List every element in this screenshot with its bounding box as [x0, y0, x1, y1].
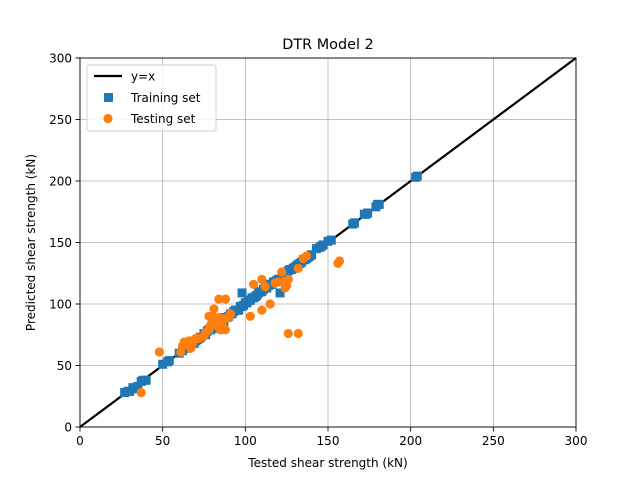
testing-point [245, 311, 255, 321]
y-tick-label: 150 [49, 236, 72, 250]
x-axis-label: Tested shear strength (kN) [247, 456, 407, 470]
y-tick-label: 300 [49, 51, 72, 65]
legend-label-reference: y=x [131, 70, 155, 84]
training-point [133, 381, 143, 391]
training-point [275, 288, 285, 298]
testing-point [257, 305, 267, 315]
training-point [412, 171, 422, 181]
y-axis-label: Predicted shear strength (kN) [24, 154, 38, 331]
legend-circle-marker [103, 113, 113, 124]
testing-point [225, 309, 236, 319]
y-tick-label: 0 [64, 420, 72, 434]
testing-point [209, 304, 219, 314]
x-tick-label: 250 [482, 434, 505, 448]
testing-point [249, 279, 259, 289]
testing-point [293, 328, 303, 339]
x-tick-label: 50 [155, 434, 170, 448]
legend-label-testing: Testing set [130, 112, 196, 126]
training-point [164, 356, 174, 366]
x-tick-label: 200 [399, 434, 422, 448]
training-point [158, 359, 168, 369]
legend-square-marker [104, 93, 113, 102]
testing-point [283, 328, 293, 339]
testing-point [260, 282, 270, 292]
testing-point [277, 267, 287, 277]
testing-point [154, 347, 164, 357]
testing-point [293, 263, 303, 273]
y-tick-label: 50 [57, 359, 72, 373]
testing-point [334, 256, 345, 266]
y-tick-label: 100 [49, 297, 72, 311]
x-tick-label: 300 [565, 434, 588, 448]
legend-label-training: Training set [130, 91, 201, 105]
training-point [306, 250, 316, 260]
legend-box [86, 64, 217, 132]
training-point [326, 235, 336, 245]
testing-point [220, 325, 231, 335]
training-point [349, 218, 359, 228]
testing-point [301, 251, 312, 261]
training-point [141, 375, 151, 385]
training-point [237, 288, 247, 298]
x-tick-label: 0 [76, 434, 84, 448]
testing-point [265, 299, 275, 309]
y-axis-ticks: 0 50 100 150 200 250 300 [49, 51, 80, 434]
training-point [363, 208, 373, 218]
training-point [318, 240, 328, 250]
x-tick-label: 150 [317, 434, 340, 448]
training-point [374, 199, 384, 209]
testing-point [220, 294, 231, 304]
data-points [120, 171, 422, 398]
testing-point [136, 387, 146, 398]
x-axis-ticks: 0 50 100 150 200 250 300 [76, 427, 587, 448]
y-tick-label: 200 [49, 174, 72, 188]
testing-point [257, 274, 267, 284]
x-tick-label: 100 [234, 434, 257, 448]
testing-point [214, 294, 224, 304]
y-tick-label: 250 [49, 113, 72, 127]
testing-point [283, 274, 293, 284]
chart-title: DTR Model 2 [282, 37, 373, 53]
legend: y=x Training set Testing set [86, 64, 217, 132]
